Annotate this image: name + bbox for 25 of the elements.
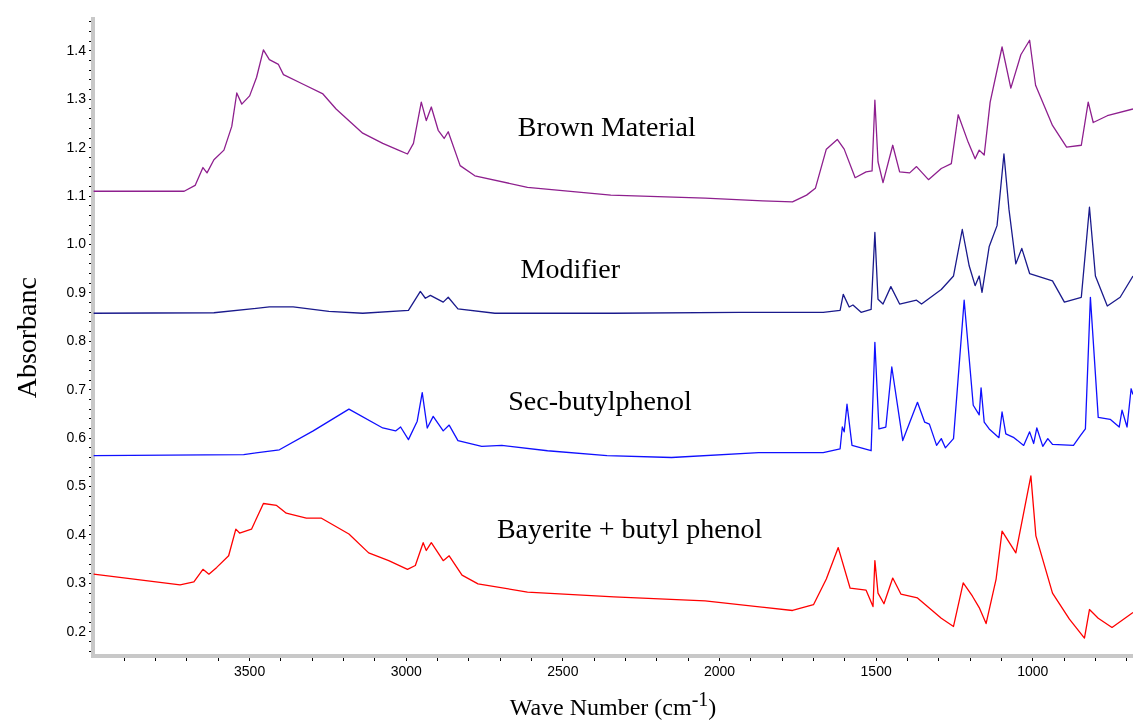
x-tick-label: 1500 [860, 663, 892, 680]
y-tick-label: 1.2 [66, 138, 87, 155]
series-label: Brown Material [517, 110, 697, 142]
y-axis-title: Absorbanc [11, 277, 43, 399]
x-tick-label: 1000 [1017, 663, 1049, 680]
y-tick-label: 0.7 [66, 380, 87, 397]
y-tick-label: 0.4 [66, 525, 87, 542]
y-tick-label: 0.6 [66, 429, 87, 446]
y-tick-label: 0.9 [66, 283, 87, 300]
y-tick-label: 1.4 [66, 41, 87, 58]
y-tick-label: 0.8 [66, 332, 87, 349]
x-axis-title: Wave Number (cm$^{-1}$) [508, 687, 718, 720]
x-tick-label: 3000 [390, 663, 423, 680]
y-tick-label: 1.0 [66, 235, 87, 252]
series-label: Modifier [520, 252, 621, 284]
y-tick-label: 0.5 [66, 477, 87, 494]
y-tick-label: 0.3 [66, 574, 87, 591]
y-tick-label: 1.1 [66, 186, 87, 203]
x-tick-label: 2000 [703, 663, 736, 680]
series-label: Sec-butylphenol [508, 384, 692, 416]
x-tick-label: 3500 [234, 663, 266, 680]
y-tick-label: 1.3 [66, 90, 87, 107]
series-label: Bayerite + butyl phenol [496, 512, 763, 544]
x-tick-label: 2500 [547, 663, 579, 680]
y-tick-label: 0.2 [66, 622, 87, 639]
